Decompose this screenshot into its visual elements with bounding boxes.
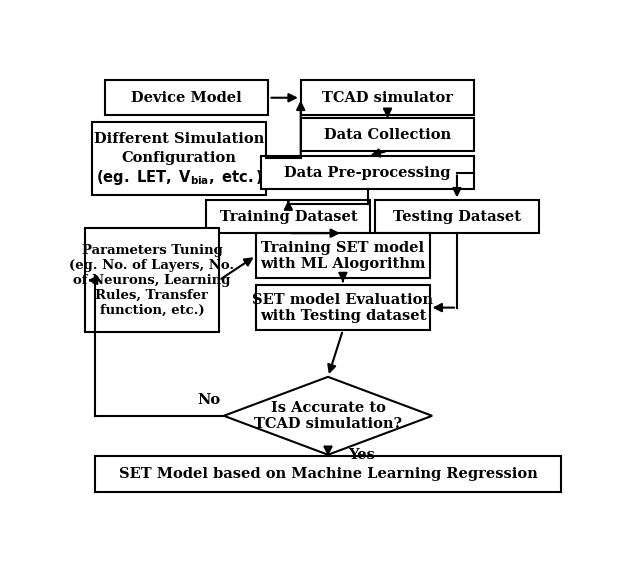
Text: $\mathbf{(eg.\ LET,\ V_{bia},\ etc.)}$: $\mathbf{(eg.\ LET,\ V_{bia},\ etc.)}$	[96, 167, 262, 187]
Text: No: No	[197, 393, 221, 407]
Text: Data Collection: Data Collection	[324, 128, 451, 142]
Bar	[256, 285, 429, 330]
Bar	[301, 118, 474, 151]
Bar	[256, 233, 429, 278]
Bar	[95, 456, 561, 492]
Text: TCAD simulator: TCAD simulator	[322, 90, 453, 105]
Bar	[105, 80, 269, 115]
Text: Yes: Yes	[348, 448, 374, 463]
Text: Device Model: Device Model	[131, 90, 242, 105]
Bar	[375, 200, 539, 233]
Text: Is Accurate to
TCAD simulation?: Is Accurate to TCAD simulation?	[254, 401, 402, 431]
Bar	[207, 200, 370, 233]
Bar	[92, 121, 266, 195]
Bar	[301, 80, 474, 115]
Text: Parameters Tuning
(eg. No. of Layers, No.
of Neurons, Learning
Rules, Transfer
f: Parameters Tuning (eg. No. of Layers, No…	[69, 244, 234, 317]
Text: Training Dataset: Training Dataset	[220, 210, 357, 224]
Bar	[85, 228, 219, 332]
Polygon shape	[224, 377, 432, 455]
Text: Testing Dataset: Testing Dataset	[393, 210, 521, 224]
Text: Different Simulation: Different Simulation	[94, 133, 264, 146]
Text: Training SET model
with ML Alogorithm: Training SET model with ML Alogorithm	[260, 241, 426, 271]
Text: SET model Evaluation
with Testing dataset: SET model Evaluation with Testing datase…	[252, 292, 433, 323]
Text: Configuration: Configuration	[122, 151, 237, 165]
Text: Data Pre-processing: Data Pre-processing	[284, 166, 451, 180]
Bar	[261, 156, 474, 189]
Text: SET Model based on Machine Learning Regression: SET Model based on Machine Learning Regr…	[118, 467, 538, 481]
